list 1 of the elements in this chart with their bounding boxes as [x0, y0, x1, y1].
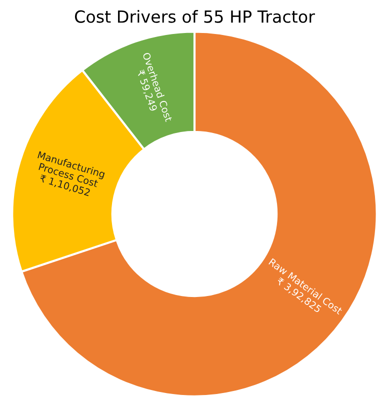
chart-title: Cost Drivers of 55 HP Tractor	[74, 10, 315, 23]
